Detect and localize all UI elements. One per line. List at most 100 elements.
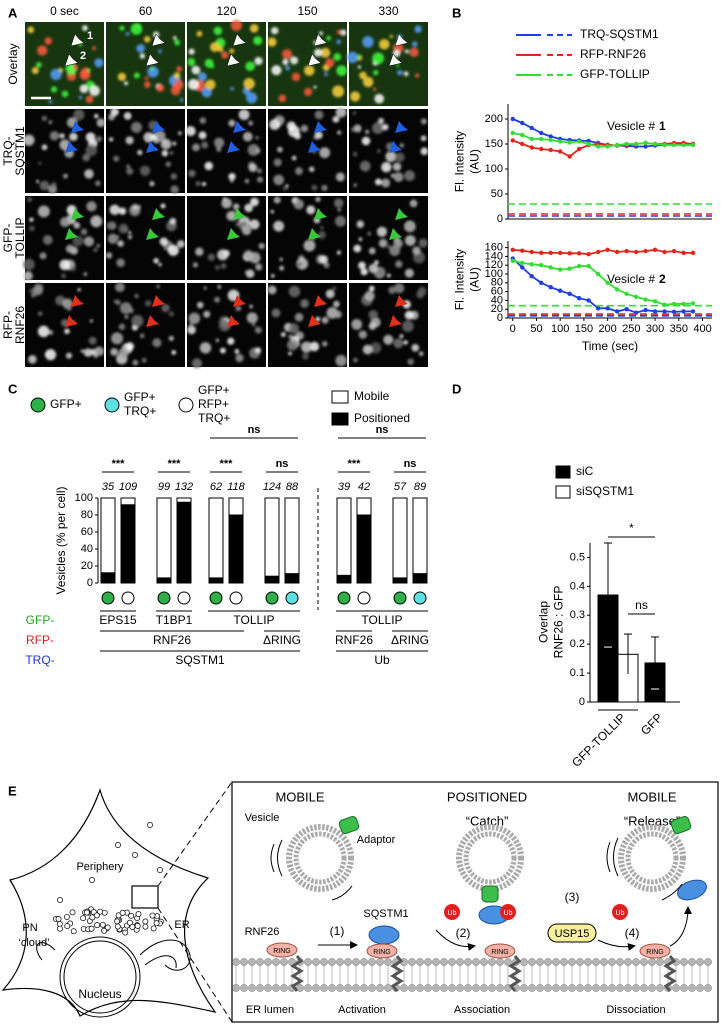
y-tick-label: 140 xyxy=(485,250,503,262)
blob xyxy=(288,323,299,334)
blob xyxy=(291,155,297,161)
blob xyxy=(187,78,200,90)
legend-swatch xyxy=(331,390,349,404)
data-point xyxy=(529,262,534,267)
blob xyxy=(64,328,70,335)
blob xyxy=(267,285,277,295)
lipid-head xyxy=(248,984,256,992)
blob xyxy=(249,219,260,230)
arrowhead xyxy=(71,295,84,307)
blob xyxy=(360,268,368,276)
lipid-head xyxy=(408,984,416,992)
data-point xyxy=(548,137,553,143)
legend-label: GFP-TOLLIP xyxy=(580,67,650,81)
lipid-head xyxy=(248,958,256,966)
y-tick-label: 0 xyxy=(497,312,503,324)
data-point xyxy=(624,307,629,312)
y-tick-label: 0.4 xyxy=(570,580,585,592)
arrowhead xyxy=(232,33,247,47)
blob xyxy=(335,172,345,182)
blob xyxy=(141,357,147,363)
blob xyxy=(381,161,392,173)
blob xyxy=(214,296,221,303)
bar-segment xyxy=(336,574,352,584)
lipid-head xyxy=(600,958,608,966)
blob xyxy=(290,56,299,65)
row-name: TRQ- xyxy=(25,653,54,667)
lipid-head xyxy=(320,984,328,992)
blob xyxy=(93,247,98,253)
small-vesicle xyxy=(69,909,76,916)
blob xyxy=(196,301,204,309)
usp15-label: USP15 xyxy=(555,928,590,940)
blob xyxy=(279,257,283,262)
blob xyxy=(89,319,93,323)
error-bar xyxy=(604,542,612,648)
blob xyxy=(136,204,141,209)
legend-label: RFP-RNF26 xyxy=(580,47,646,61)
x-tick-label: 300 xyxy=(646,323,664,335)
blob xyxy=(282,58,289,66)
lipid-head xyxy=(448,958,456,966)
lipid-head xyxy=(568,958,576,966)
micrograph xyxy=(187,196,266,280)
lipid-head xyxy=(376,958,384,966)
legend-label: Mobile xyxy=(354,389,390,403)
step-arrow xyxy=(597,939,636,951)
y-tick-label: 160 xyxy=(485,242,503,254)
blob xyxy=(160,138,172,150)
lipid-head xyxy=(336,984,344,992)
blob xyxy=(130,121,143,133)
legend-label: GFP+ xyxy=(198,383,230,397)
blob xyxy=(133,72,140,79)
lipid-head xyxy=(280,984,288,992)
data-point xyxy=(548,285,553,290)
blob xyxy=(159,237,168,246)
blob xyxy=(392,49,401,58)
blob xyxy=(187,325,196,335)
blob xyxy=(96,118,106,128)
blob xyxy=(185,126,196,137)
legend-marker xyxy=(178,397,194,413)
blob xyxy=(300,124,309,133)
blob xyxy=(201,181,207,187)
arrowhead xyxy=(394,33,409,47)
data-point xyxy=(681,142,686,148)
blob xyxy=(45,349,57,361)
blob xyxy=(368,309,379,320)
blob xyxy=(27,197,32,202)
blob xyxy=(325,58,335,68)
lipid-head xyxy=(616,958,624,966)
adaptor-label: Adaptor xyxy=(357,834,396,846)
data-point xyxy=(605,247,610,252)
blob xyxy=(69,132,78,142)
blob xyxy=(84,169,94,179)
arrowhead xyxy=(313,33,328,47)
blob xyxy=(257,168,263,174)
blob xyxy=(143,81,151,88)
micrograph-blobs xyxy=(23,109,106,194)
arrowhead xyxy=(146,228,159,240)
legend-marker xyxy=(104,397,120,413)
lipid-head xyxy=(408,958,416,966)
process-label: Dissociation xyxy=(606,1004,665,1016)
blob xyxy=(235,222,240,227)
y-tick-label: 40 xyxy=(491,294,503,306)
lipid-head xyxy=(576,984,584,992)
x-tick-label: 350 xyxy=(670,323,688,335)
ub-label: Ub xyxy=(448,910,457,917)
bar-segment xyxy=(208,577,224,584)
lipid-head xyxy=(264,984,272,992)
blob xyxy=(124,81,129,86)
data-point xyxy=(643,297,648,302)
lipid-head xyxy=(312,984,320,992)
blob xyxy=(374,260,379,265)
data-point xyxy=(605,280,610,285)
blob xyxy=(306,205,316,215)
blob xyxy=(273,196,281,204)
count-label: 35 xyxy=(102,481,115,493)
blob xyxy=(358,237,363,242)
state-label: MOBILE xyxy=(627,789,676,804)
data-point xyxy=(529,274,534,279)
micrograph-blobs xyxy=(351,283,427,366)
